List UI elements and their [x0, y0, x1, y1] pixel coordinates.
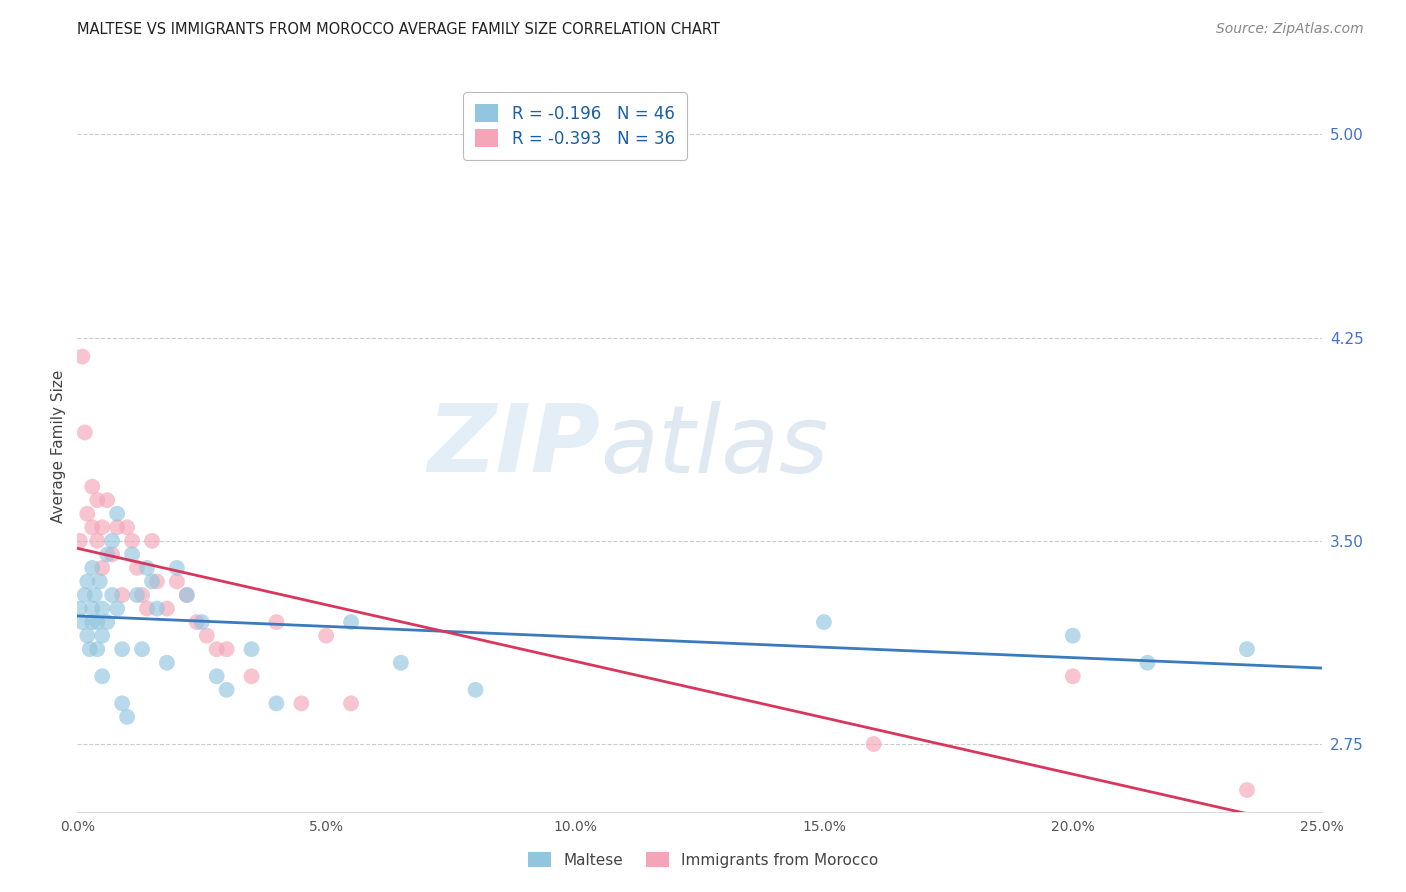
- Point: [1062, 669, 1084, 683]
- Point: [76, 507, 98, 521]
- Point: [82, 520, 104, 534]
- Point: [96, 615, 118, 629]
- Text: ZIP: ZIP: [427, 400, 600, 492]
- Point: [1062, 629, 1084, 643]
- Point: [91, 669, 114, 683]
- Point: [389, 656, 412, 670]
- Point: [125, 561, 148, 575]
- Point: [176, 588, 198, 602]
- Point: [96, 547, 118, 561]
- Point: [96, 493, 118, 508]
- Point: [240, 669, 263, 683]
- Point: [290, 697, 312, 711]
- Y-axis label: Average Family Size: Average Family Size: [51, 369, 66, 523]
- Point: [205, 642, 228, 657]
- Point: [176, 588, 198, 602]
- Legend: R = -0.196   N = 46, R = -0.393   N = 36: R = -0.196 N = 46, R = -0.393 N = 36: [464, 92, 686, 160]
- Point: [156, 601, 179, 615]
- Point: [86, 642, 108, 657]
- Point: [115, 520, 138, 534]
- Point: [86, 493, 108, 508]
- Point: [115, 710, 138, 724]
- Point: [121, 533, 143, 548]
- Point: [91, 520, 114, 534]
- Legend: Maltese, Immigrants from Morocco: Maltese, Immigrants from Morocco: [520, 844, 886, 875]
- Point: [1236, 783, 1258, 797]
- Point: [315, 629, 337, 643]
- Point: [166, 574, 188, 589]
- Point: [82, 480, 104, 494]
- Point: [191, 615, 214, 629]
- Point: [76, 574, 98, 589]
- Point: [136, 601, 159, 615]
- Point: [146, 601, 169, 615]
- Point: [101, 588, 124, 602]
- Point: [72, 350, 94, 364]
- Point: [91, 629, 114, 643]
- Point: [141, 574, 163, 589]
- Point: [166, 561, 188, 575]
- Point: [205, 669, 228, 683]
- Point: [111, 642, 134, 657]
- Point: [340, 615, 363, 629]
- Point: [105, 520, 128, 534]
- Point: [82, 601, 104, 615]
- Point: [1136, 656, 1159, 670]
- Point: [91, 601, 114, 615]
- Point: [101, 547, 124, 561]
- Point: [186, 615, 208, 629]
- Text: Source: ZipAtlas.com: Source: ZipAtlas.com: [1216, 22, 1364, 37]
- Point: [131, 588, 153, 602]
- Point: [73, 425, 96, 440]
- Point: [464, 682, 486, 697]
- Point: [813, 615, 835, 629]
- Point: [86, 615, 108, 629]
- Point: [340, 697, 363, 711]
- Point: [69, 601, 91, 615]
- Point: [79, 642, 101, 657]
- Point: [266, 615, 288, 629]
- Point: [195, 629, 218, 643]
- Point: [156, 656, 179, 670]
- Point: [121, 547, 143, 561]
- Point: [105, 601, 128, 615]
- Point: [1236, 642, 1258, 657]
- Point: [146, 574, 169, 589]
- Point: [125, 588, 148, 602]
- Point: [141, 533, 163, 548]
- Point: [266, 697, 288, 711]
- Point: [86, 533, 108, 548]
- Point: [69, 533, 91, 548]
- Point: [862, 737, 884, 751]
- Point: [136, 561, 159, 575]
- Point: [131, 642, 153, 657]
- Point: [73, 588, 96, 602]
- Text: atlas: atlas: [600, 401, 828, 491]
- Point: [111, 697, 134, 711]
- Point: [105, 507, 128, 521]
- Point: [215, 682, 238, 697]
- Point: [215, 642, 238, 657]
- Point: [83, 588, 105, 602]
- Point: [76, 629, 98, 643]
- Text: MALTESE VS IMMIGRANTS FROM MOROCCO AVERAGE FAMILY SIZE CORRELATION CHART: MALTESE VS IMMIGRANTS FROM MOROCCO AVERA…: [77, 22, 720, 37]
- Point: [89, 574, 111, 589]
- Point: [82, 615, 104, 629]
- Point: [111, 588, 134, 602]
- Point: [240, 642, 263, 657]
- Point: [72, 615, 94, 629]
- Point: [91, 561, 114, 575]
- Point: [82, 561, 104, 575]
- Point: [101, 533, 124, 548]
